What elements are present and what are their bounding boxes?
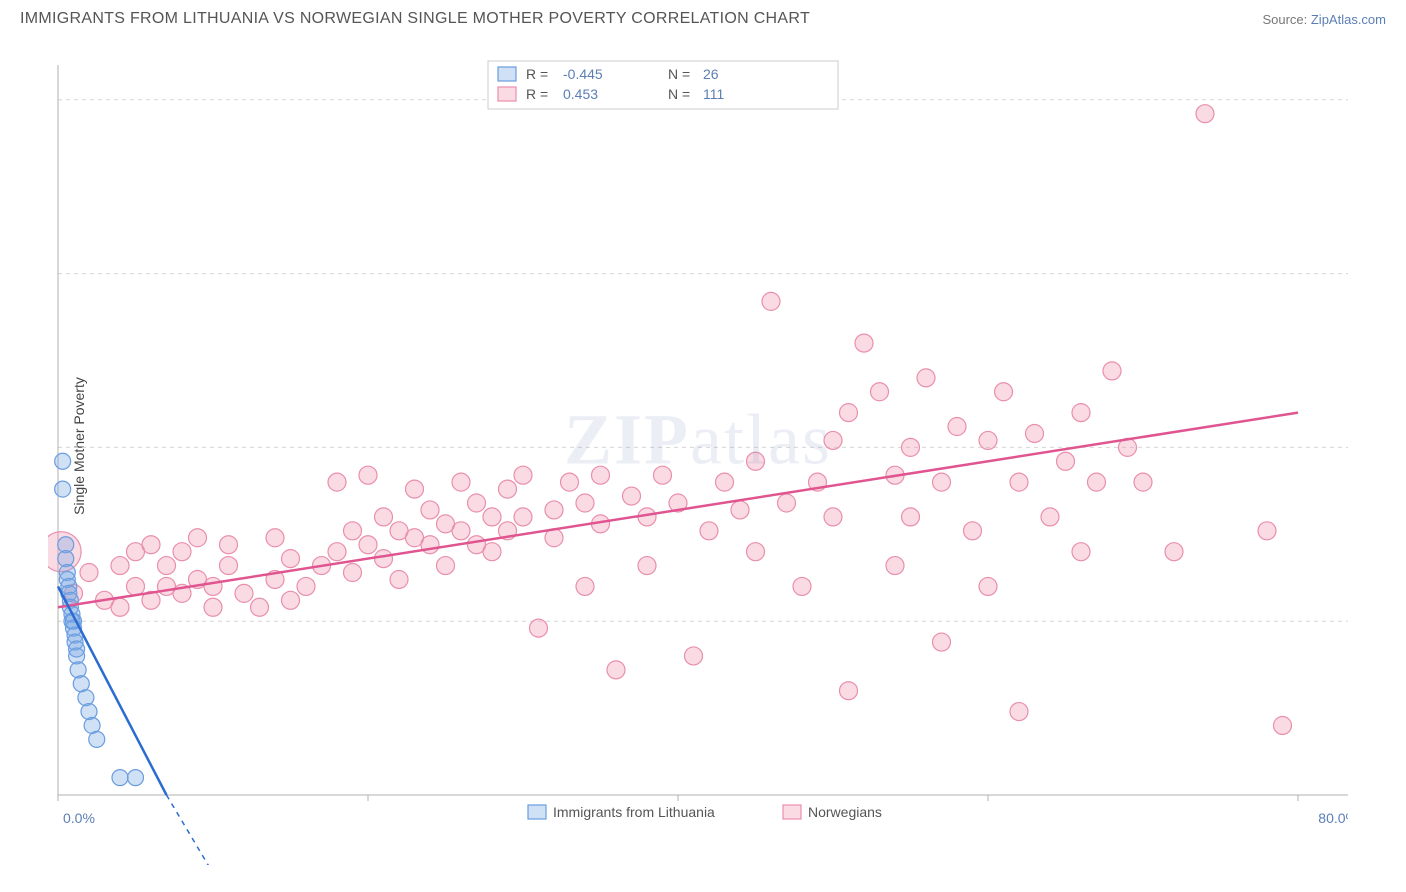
svg-text:N =: N = bbox=[668, 66, 690, 82]
svg-text:111: 111 bbox=[703, 86, 724, 102]
svg-text:-0.445: -0.445 bbox=[563, 66, 603, 82]
svg-text:N =: N = bbox=[668, 86, 690, 102]
chart-svg: 25.0%50.0%75.0%100.0%0.0%80.0%R =-0.445N… bbox=[48, 55, 1348, 865]
plot-area: ZIPatlas 25.0%50.0%75.0%100.0%0.0%80.0%R… bbox=[48, 55, 1348, 825]
chart-header: IMMIGRANTS FROM LITHUANIA VS NORWEGIAN S… bbox=[0, 0, 1406, 33]
svg-text:0.0%: 0.0% bbox=[63, 810, 95, 826]
svg-text:R =: R = bbox=[526, 86, 548, 102]
svg-text:26: 26 bbox=[703, 66, 719, 82]
svg-text:80.0%: 80.0% bbox=[1318, 810, 1348, 826]
source-label: Source: ZipAtlas.com bbox=[1262, 12, 1386, 27]
chart-title: IMMIGRANTS FROM LITHUANIA VS NORWEGIAN S… bbox=[20, 10, 810, 28]
source-link[interactable]: ZipAtlas.com bbox=[1311, 12, 1386, 27]
svg-text:Immigrants from Lithuania: Immigrants from Lithuania bbox=[553, 804, 715, 820]
source-prefix: Source: bbox=[1262, 12, 1310, 27]
svg-text:0.453: 0.453 bbox=[563, 86, 598, 102]
svg-text:R =: R = bbox=[526, 66, 548, 82]
svg-text:Norwegians: Norwegians bbox=[808, 804, 882, 820]
